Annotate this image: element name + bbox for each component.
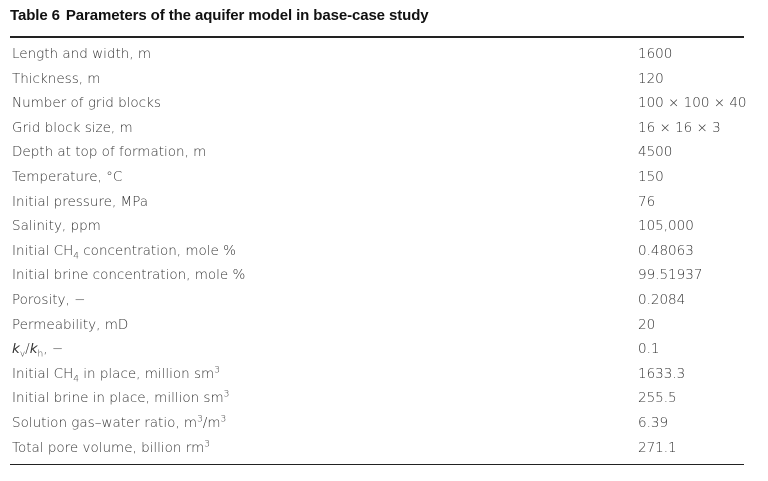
label-text: Grid block size, m	[12, 119, 133, 136]
italic-text: k	[29, 341, 38, 358]
superscript: 3	[214, 365, 220, 376]
label-text: Permeability, mD	[12, 316, 129, 333]
row-value: 271.1	[638, 439, 677, 456]
table-number: Table 6	[10, 7, 60, 24]
subscript: h	[37, 349, 44, 360]
row-label: Initial CH4 in place, million sm3	[12, 365, 220, 385]
row-label: Salinity, ppm	[12, 218, 101, 234]
label-text: Solution gas–water ratio, m	[12, 414, 198, 431]
table-row: kv/kh, −0.1	[0, 338, 768, 363]
row-label: Thickness, m	[12, 71, 100, 87]
row-label: kv/kh, −	[12, 341, 64, 360]
table-row: Permeability, mD 20	[0, 314, 768, 339]
label-text: Total pore volume, billion rm	[12, 439, 205, 456]
label-text: Porosity, −	[12, 291, 86, 308]
table-row: Number of grid blocks 100 × 100 × 40	[0, 92, 768, 117]
label-text: Initial pressure, MPa	[12, 193, 148, 210]
table-row: Initial brine concentration, mole % 99.51…	[0, 264, 768, 289]
table-row: Temperature, °C 150	[0, 166, 768, 191]
row-label: Temperature, °C	[12, 169, 122, 185]
table-row: Initial pressure, MPa 76	[0, 191, 768, 216]
superscript: 3	[197, 414, 203, 425]
table-row: Salinity, ppm 105,000	[0, 215, 768, 240]
row-label: Grid block size, m	[12, 120, 133, 136]
table-row: Length and width, m 1600	[0, 43, 768, 68]
subscript: v	[19, 349, 26, 360]
label-text: Length and width, m	[12, 46, 152, 62]
bottom-rule	[10, 464, 744, 465]
label-text: Depth at top of formation, m	[12, 144, 207, 161]
row-value: 120	[638, 70, 664, 87]
table-row: Initial CH4 concentration, mole % 0.48063	[0, 240, 768, 265]
label-text: in place, million sm	[78, 365, 215, 382]
row-value: 1633.3	[638, 365, 686, 382]
row-value: 99.51937	[638, 267, 703, 284]
row-label: Total pore volume, billion rm3	[12, 440, 210, 456]
table-row: Thickness, m 120	[0, 68, 768, 93]
superscript: 3	[204, 439, 210, 449]
table-row: Initial brine in place, million sm3 255.5	[0, 387, 768, 412]
top-rule	[10, 36, 744, 38]
row-value: 20	[638, 316, 656, 333]
label-text: Temperature, °C	[12, 168, 123, 185]
row-value: 150	[638, 168, 664, 185]
row-label: Initial pressure, MPa	[12, 194, 148, 210]
row-label: Depth at top of formation, m	[12, 144, 206, 160]
table-row: Grid block size, m 16 × 16 × 3	[0, 117, 768, 142]
row-label: Porosity, −	[12, 292, 85, 308]
label-text: /m	[202, 414, 221, 431]
table-row: Porosity, − 0.2084	[0, 289, 768, 314]
label-text: Initial CH	[12, 365, 74, 382]
table-row: Initial CH4 in place, million sm3 1633.3	[0, 363, 768, 388]
row-value: 1600	[638, 46, 673, 62]
table-row: Total pore volume, billion rm3 271.1	[0, 437, 768, 462]
row-label: Initial brine in place, million sm3	[12, 390, 229, 406]
row-label: Permeability, mD	[12, 317, 128, 333]
label-text: Initial CH	[12, 242, 74, 259]
row-value: 0.1	[638, 341, 660, 358]
superscript: 3	[220, 414, 227, 425]
label-text: Initial brine in place, million sm	[12, 390, 224, 407]
row-value: 76	[638, 193, 656, 210]
table-body: Length and width, m 1600 Thickness, m 120 Nu…	[0, 43, 768, 461]
label-text: Salinity, ppm	[12, 218, 101, 235]
subscript: 4	[73, 374, 79, 385]
table-row: Depth at top of formation, m 4500	[0, 141, 768, 166]
label-text: Initial brine concentration, mole %	[12, 267, 246, 284]
label-text: concentration, mole %	[78, 242, 236, 259]
row-label: Solution gas–water ratio, m3/m3	[12, 415, 226, 431]
row-value: 100 × 100 × 40	[638, 95, 747, 112]
italic-text: k	[12, 341, 20, 358]
superscript: 3	[223, 389, 230, 400]
label-text: /	[25, 341, 30, 358]
row-label: Initial brine concentration, mole %	[12, 267, 245, 283]
row-value: 0.48063	[638, 242, 694, 259]
row-value: 4500	[638, 144, 673, 161]
table-title: Table 6 Parameters of the aquifer model i…	[10, 7, 429, 24]
label-text: , −	[43, 341, 64, 358]
row-value: 6.39	[638, 414, 669, 431]
row-label: Number of grid blocks	[12, 95, 161, 111]
table-row: Solution gas–water ratio, m3/m3 6.39	[0, 412, 768, 437]
row-value: 16 × 16 × 3	[638, 119, 721, 136]
label-text: Number of grid blocks	[12, 95, 161, 112]
row-value: 0.2084	[638, 291, 686, 308]
row-label: Initial CH4 concentration, mole %	[12, 242, 236, 262]
row-label: Length and width, m	[12, 46, 151, 62]
row-value: 105,000	[638, 218, 694, 235]
subscript: 4	[73, 251, 79, 262]
label-text: Thickness, m	[12, 70, 101, 87]
title-text: Parameters of the aquifer model in base-…	[65, 7, 429, 24]
row-value: 255.5	[638, 390, 677, 407]
